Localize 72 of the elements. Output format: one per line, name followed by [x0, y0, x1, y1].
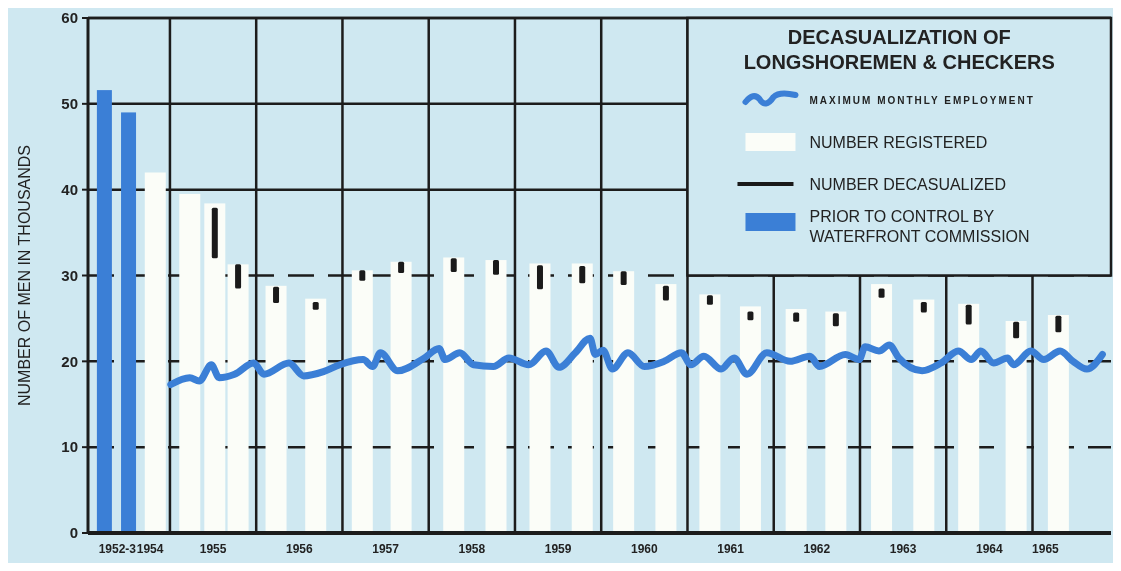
x-tick-label: 1952-3	[98, 542, 137, 556]
y-tick-label: 0	[69, 524, 78, 542]
bar	[312, 302, 319, 310]
bar	[747, 311, 754, 321]
bar	[1005, 320, 1027, 533]
y-tick-label: 50	[61, 95, 78, 113]
bar	[144, 172, 166, 533]
bar	[235, 264, 242, 289]
bar	[871, 284, 893, 533]
bar	[832, 313, 839, 327]
bar	[398, 261, 405, 273]
bar	[958, 303, 980, 533]
x-tick-label: 1960	[631, 542, 659, 556]
bar	[920, 302, 927, 313]
bar	[913, 299, 935, 533]
bar	[579, 266, 586, 284]
legend-label: PRIOR TO CONTROL BY WATERFRONT COMMISSION	[809, 207, 1030, 245]
bar	[121, 112, 137, 533]
legend-label: NUMBER REGISTERED	[809, 133, 988, 151]
bar	[620, 271, 627, 285]
bar	[492, 260, 499, 275]
bar	[655, 284, 677, 533]
y-tick-label: 40	[61, 180, 78, 198]
legend-label: MAXIMUM MONTHLY EMPLOYMENT	[809, 94, 1035, 106]
x-tick-label: 1959	[544, 542, 572, 556]
bar	[96, 90, 112, 533]
y-tick-label: 30	[61, 266, 78, 284]
bar	[878, 288, 885, 298]
bar	[785, 308, 807, 533]
y-tick-label: 20	[61, 352, 78, 370]
bar	[1047, 314, 1069, 533]
x-tick-label: 1964	[976, 542, 1004, 556]
bar	[390, 261, 412, 533]
bar	[1055, 315, 1062, 333]
y-tick-label: 60	[61, 9, 78, 27]
x-tick-label: 1962	[803, 542, 831, 556]
bar	[211, 207, 218, 259]
x-tick-label: 1961	[717, 542, 745, 556]
bar	[485, 260, 507, 533]
bar	[965, 304, 972, 325]
text: DECASUALIZATION OF LONGSHOREMEN & CHECKERS	[743, 26, 1055, 73]
x-tick-label: 1963	[889, 542, 917, 556]
bar	[204, 203, 226, 533]
x-tick-label: 1958	[458, 542, 486, 556]
bar	[825, 311, 847, 533]
bar	[571, 263, 593, 533]
bar	[1013, 321, 1020, 339]
bar	[699, 294, 721, 533]
x-tick-label: 1956	[285, 542, 313, 556]
bar	[793, 312, 800, 322]
x-tick-label: 1955	[199, 542, 227, 556]
x-tick-label: 1965	[1032, 542, 1060, 556]
bar	[305, 298, 327, 533]
bar	[739, 306, 761, 533]
bar	[536, 265, 543, 290]
bar	[265, 285, 287, 533]
bar	[613, 271, 635, 533]
bar	[450, 258, 457, 273]
bar	[351, 270, 373, 533]
bar	[706, 295, 713, 305]
bar	[662, 285, 669, 301]
x-tick-label: 1954	[136, 542, 164, 556]
y-axis-title: NUMBER OF MEN IN THOUSANDS	[16, 144, 33, 407]
bar	[529, 263, 551, 533]
bar	[359, 270, 366, 281]
bar	[227, 264, 249, 533]
bar	[443, 257, 465, 533]
x-tick-label: 1957	[372, 542, 400, 556]
legend-label: NUMBER DECASUALIZED	[809, 175, 1006, 193]
bar	[273, 286, 280, 303]
bar	[179, 193, 201, 533]
y-tick-label: 10	[61, 438, 78, 456]
